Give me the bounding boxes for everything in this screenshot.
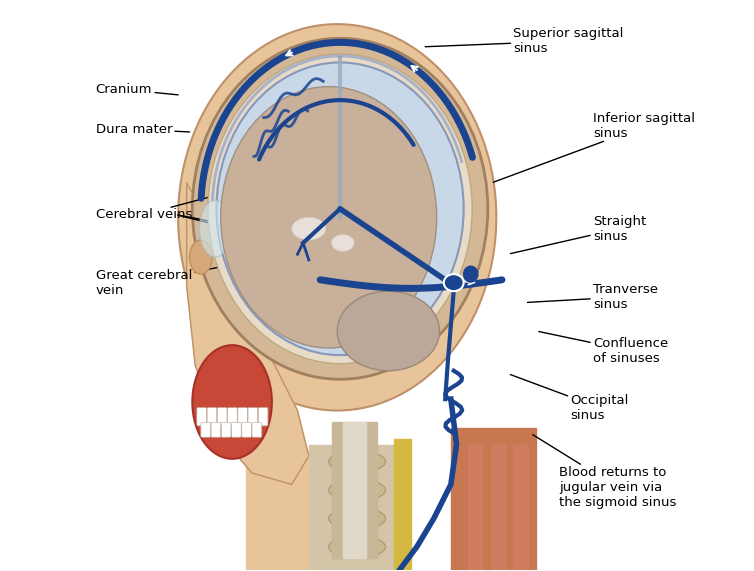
Text: Straight
sinus: Straight sinus <box>510 215 646 254</box>
Text: Cerebral veins: Cerebral veins <box>96 192 227 221</box>
FancyBboxPatch shape <box>201 423 210 437</box>
Text: Blood returns to
jugular vein via
the sigmoid sinus: Blood returns to jugular vein via the si… <box>533 435 676 509</box>
Ellipse shape <box>199 200 231 257</box>
FancyBboxPatch shape <box>231 423 241 437</box>
Text: Superior sagittal
sinus: Superior sagittal sinus <box>425 27 624 55</box>
Ellipse shape <box>192 38 488 379</box>
Ellipse shape <box>208 54 472 364</box>
Polygon shape <box>451 428 536 570</box>
Ellipse shape <box>192 345 272 459</box>
Polygon shape <box>332 422 377 558</box>
Ellipse shape <box>189 240 212 274</box>
Ellipse shape <box>329 479 385 501</box>
FancyBboxPatch shape <box>222 423 231 437</box>
Text: Inferior sagittal
sinus: Inferior sagittal sinus <box>493 112 695 182</box>
Ellipse shape <box>221 87 437 348</box>
Ellipse shape <box>332 234 354 251</box>
FancyBboxPatch shape <box>248 408 258 426</box>
Ellipse shape <box>329 508 385 529</box>
Text: Great cerebral
vein: Great cerebral vein <box>96 266 224 297</box>
FancyBboxPatch shape <box>238 408 247 426</box>
Text: Cranium: Cranium <box>96 83 178 96</box>
Ellipse shape <box>337 291 440 371</box>
Polygon shape <box>513 445 528 570</box>
Polygon shape <box>491 445 505 570</box>
Text: Tranverse
sinus: Tranverse sinus <box>528 283 658 311</box>
Text: Occipital
sinus: Occipital sinus <box>510 375 629 421</box>
Polygon shape <box>309 445 406 570</box>
Ellipse shape <box>464 266 478 282</box>
FancyBboxPatch shape <box>197 408 207 426</box>
FancyBboxPatch shape <box>242 423 251 437</box>
Ellipse shape <box>329 451 385 472</box>
Polygon shape <box>468 445 482 570</box>
Polygon shape <box>394 439 411 570</box>
FancyBboxPatch shape <box>258 408 268 426</box>
FancyBboxPatch shape <box>207 408 216 426</box>
Ellipse shape <box>329 536 385 558</box>
FancyBboxPatch shape <box>211 423 221 437</box>
Ellipse shape <box>178 24 496 411</box>
Ellipse shape <box>216 62 464 355</box>
Text: Dura mater: Dura mater <box>96 123 189 136</box>
Ellipse shape <box>292 218 326 240</box>
Ellipse shape <box>444 274 464 291</box>
FancyBboxPatch shape <box>252 423 262 437</box>
Text: Confluence
of sinuses: Confluence of sinuses <box>539 332 668 365</box>
FancyBboxPatch shape <box>228 408 238 426</box>
Polygon shape <box>247 456 337 570</box>
Polygon shape <box>187 183 309 484</box>
Polygon shape <box>343 422 366 558</box>
FancyBboxPatch shape <box>217 408 227 426</box>
